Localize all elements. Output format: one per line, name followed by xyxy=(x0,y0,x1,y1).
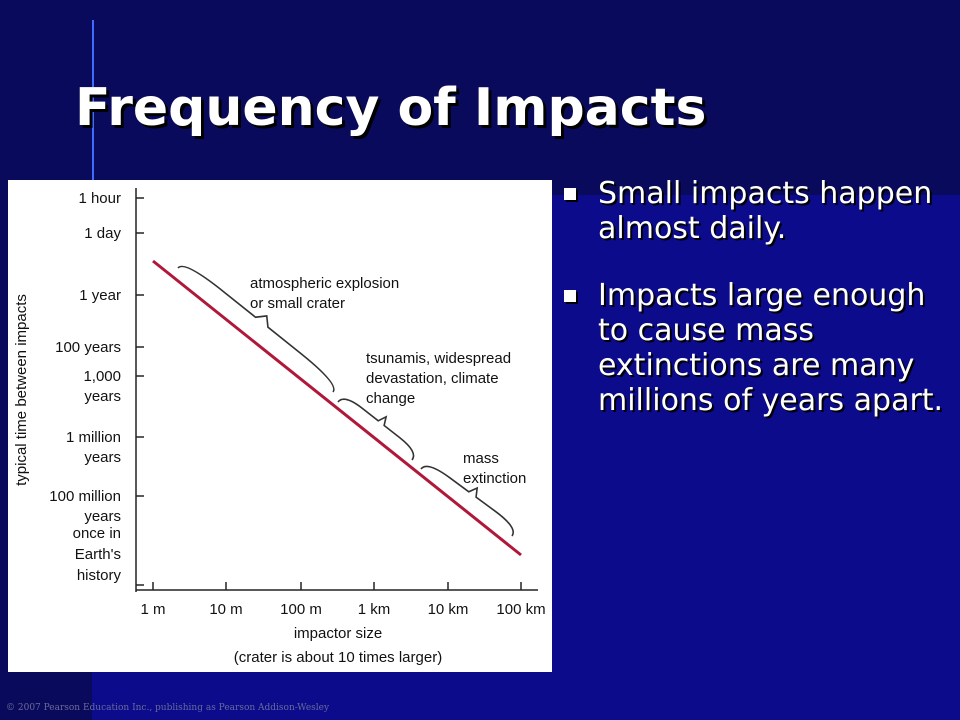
y-tick-label: once in xyxy=(73,525,121,542)
x-tick-label: 100 m xyxy=(280,601,322,618)
y-tick-label: 1 million xyxy=(66,429,121,446)
y-tick-label: 1 day xyxy=(84,225,121,242)
y-tick-label: 1 hour xyxy=(78,190,121,207)
y-tick-label: years xyxy=(84,508,121,525)
y-tick-label: 1,000 xyxy=(83,368,121,385)
x-tick-label: 10 m xyxy=(209,601,242,618)
impact-frequency-chart: 1 hour 1 day 1 year 100 years 1,000 years 1 mi… xyxy=(8,180,552,672)
x-tick-label: 10 km xyxy=(428,601,469,618)
y-tick-label: 1 year xyxy=(79,287,121,304)
bullet-item: Impacts large enough to cause mass extin… xyxy=(562,278,952,418)
annotation-label: or small crater xyxy=(250,295,345,312)
square-bullet-icon xyxy=(564,188,576,200)
annotation-label: atmospheric explosion xyxy=(250,275,399,292)
copyright-notice: © 2007 Pearson Education Inc., publishin… xyxy=(6,703,330,713)
annotation-label: extinction xyxy=(463,470,526,487)
annotation-label: change xyxy=(366,390,415,407)
brace-mass-extinction xyxy=(420,465,514,537)
y-tick-label: years xyxy=(84,388,121,405)
impact-frequency-line xyxy=(152,259,522,557)
bullet-item: Small impacts happen almost daily. xyxy=(562,176,952,246)
slide-title: Frequency of Impacts xyxy=(75,78,707,138)
x-axis-label: impactor size xyxy=(294,625,382,642)
y-axis-label: typical time between impacts xyxy=(13,294,30,486)
x-tick-label: 100 km xyxy=(496,601,545,618)
accent-rule xyxy=(92,20,94,180)
y-tick-label: 100 million xyxy=(49,488,121,505)
x-axis-label: (crater is about 10 times larger) xyxy=(234,649,442,666)
square-bullet-icon xyxy=(564,290,576,302)
x-tick-label: 1 km xyxy=(358,601,391,618)
y-tick-label: Earth's xyxy=(75,546,121,563)
brace-atmospheric xyxy=(177,265,335,393)
bullet-text: Impacts large enough to cause mass extin… xyxy=(598,278,944,418)
annotation-label: devastation, climate xyxy=(366,370,499,387)
bullet-list: Small impacts happen almost daily. Impac… xyxy=(562,176,952,450)
annotation-label: mass xyxy=(463,450,499,467)
bullet-text: Small impacts happen almost daily. xyxy=(598,176,933,246)
y-tick-label: history xyxy=(77,567,122,584)
header-band xyxy=(0,0,960,195)
annotation-label: tsunamis, widespread xyxy=(366,350,511,367)
brace-tsunamis xyxy=(337,398,415,461)
y-tick-label: 100 years xyxy=(55,339,121,356)
y-tick-label: years xyxy=(84,449,121,466)
x-tick-label: 1 m xyxy=(140,601,165,618)
